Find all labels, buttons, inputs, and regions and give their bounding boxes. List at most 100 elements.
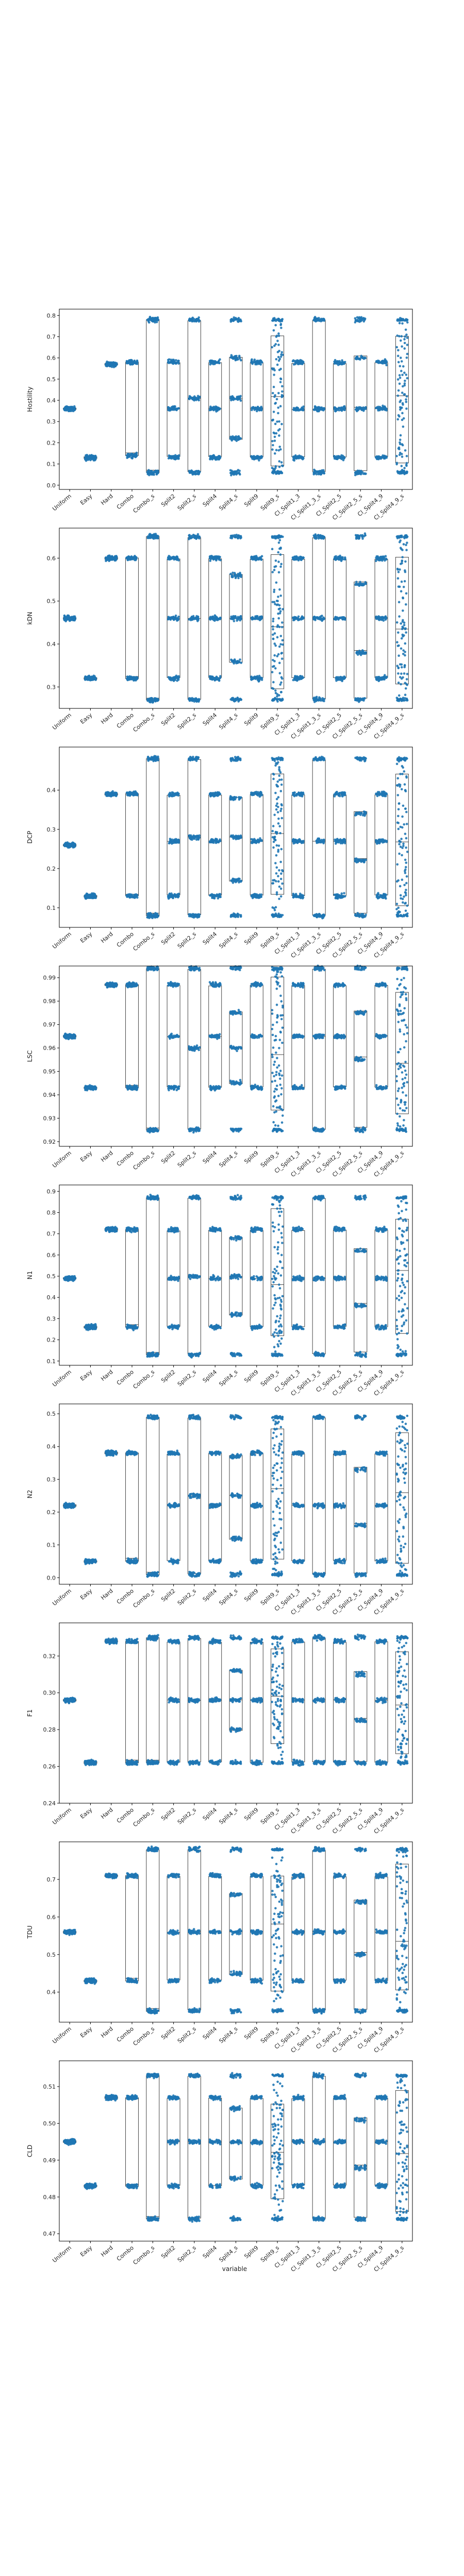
point-Cl_Split4_9_s: [406, 672, 409, 675]
point-Split9_s: [279, 635, 283, 637]
point-Split9_s: [271, 439, 274, 443]
point-Combo_s: [155, 697, 157, 700]
point-Uniform: [69, 410, 71, 413]
point-Cl_Split4_9_s: [399, 406, 402, 409]
point-Split9_s: [272, 431, 275, 434]
point-Split4: [218, 679, 221, 682]
point-Easy: [86, 454, 89, 457]
point-Split9_s: [277, 449, 280, 452]
point-Split4: [213, 677, 216, 680]
point-Split4_s: [237, 572, 239, 575]
point-Split9_s: [276, 363, 279, 366]
point-Split2: [176, 679, 178, 682]
point-Split2_s: [197, 316, 200, 319]
point-Cl_Split1_3_s: [318, 699, 321, 702]
y-tick-label: 0.3: [47, 418, 56, 425]
point-Split9_s: [278, 645, 281, 648]
point-Combo: [130, 677, 133, 680]
point-Split9_s: [273, 590, 275, 594]
point-Cl_Split2_5_s: [355, 406, 358, 409]
point-Split2: [169, 557, 172, 561]
point-Split2_s: [197, 471, 201, 474]
point-Split9_s: [281, 621, 284, 624]
point-Split4_s: [231, 535, 234, 538]
point-Cl_Split4_9_s: [406, 321, 409, 324]
point-Split2: [177, 362, 180, 365]
point-Cl_Split2_5: [334, 616, 337, 619]
point-Cl_Split4_9_s: [401, 559, 404, 562]
point-Split2_s: [192, 699, 195, 702]
point-Cl_Split4_9_s: [405, 407, 408, 410]
point-Split2_s: [190, 615, 193, 618]
point-Cl_Split1_3_s: [316, 470, 319, 473]
point-Cl_Split4_9: [384, 616, 387, 619]
point-Split9_s: [279, 594, 282, 597]
point-Combo_s: [150, 535, 152, 538]
point-Split4_s: [238, 354, 241, 358]
point-Uniform: [66, 616, 69, 619]
point-Split2: [173, 360, 176, 363]
point-Cl_Split1_3_s: [313, 535, 316, 538]
point-Easy: [86, 457, 89, 460]
point-Split9_s: [279, 565, 282, 568]
point-Split4_s: [235, 354, 238, 358]
point-Easy: [91, 679, 94, 681]
point-Cl_Split4_9_s: [401, 628, 404, 631]
point-Split9: [257, 618, 260, 620]
point-Split4_s: [230, 474, 233, 477]
point-Combo_s: [154, 536, 157, 538]
point-Cl_Split4_9_s: [400, 637, 403, 640]
point-Split2_s: [189, 470, 192, 473]
point-Cl_Split1_3_s: [319, 408, 322, 411]
point-Split4_s: [233, 473, 235, 476]
point-Cl_Split4_9: [375, 556, 377, 560]
point-Cl_Split1_3_s: [317, 535, 320, 538]
point-Cl_Split4_9_s: [402, 699, 405, 702]
point-Cl_Split1_3: [301, 360, 304, 363]
point-Cl_Split4_9: [383, 405, 386, 409]
point-Split2: [170, 677, 173, 681]
point-Combo_s: [147, 321, 151, 324]
point-Split9_s: [278, 428, 281, 431]
point-Split9_s: [272, 385, 275, 388]
point-Split4_s: [239, 615, 242, 618]
point-Split2_s: [188, 396, 191, 399]
point-Split4_s: [229, 698, 232, 701]
point-Split2_s: [189, 698, 192, 701]
point-Hard: [113, 792, 116, 795]
point-Cl_Split4_9_s: [404, 335, 406, 338]
point-Split9_s: [280, 563, 283, 566]
point-Split9_s: [280, 625, 284, 629]
point-Cl_Split2_5_s: [359, 319, 362, 323]
point-Split2_s: [195, 700, 197, 702]
point-Cl_Split1_3: [295, 455, 299, 459]
point-Split2: [169, 455, 172, 459]
point-Cl_Split4_9_s: [400, 647, 403, 650]
point-Split9_s: [274, 319, 277, 323]
point-Split9_s: [271, 671, 274, 673]
point-Split9_s: [277, 551, 280, 554]
point-Split4_s: [238, 395, 241, 398]
point-Cl_Split2_5_s: [354, 358, 357, 360]
y-tick-label: 0.5: [47, 598, 56, 605]
point-Split9_s: [279, 683, 281, 686]
point-Easy: [94, 457, 97, 460]
point-Cl_Split4_9_s: [398, 615, 401, 618]
point-Split9_s: [273, 588, 276, 591]
point-Split9_s: [280, 652, 284, 654]
point-Split9_s: [273, 601, 276, 603]
point-Split2_s: [194, 320, 196, 323]
point-Easy: [89, 894, 92, 897]
point-Split9_s: [277, 392, 280, 395]
point-Split9: [251, 362, 253, 364]
point-Cl_Split4_9_s: [395, 463, 398, 466]
point-Cl_Split4_9_s: [404, 449, 407, 452]
point-Split4_s: [231, 697, 235, 700]
point-Cl_Split4_9_s: [399, 472, 402, 475]
point-Cl_Split4_9_s: [398, 382, 401, 385]
point-Cl_Split4_9_s: [396, 471, 399, 473]
point-Split2: [177, 407, 180, 410]
point-Split9: [258, 459, 260, 462]
point-Split9_s: [274, 697, 277, 700]
